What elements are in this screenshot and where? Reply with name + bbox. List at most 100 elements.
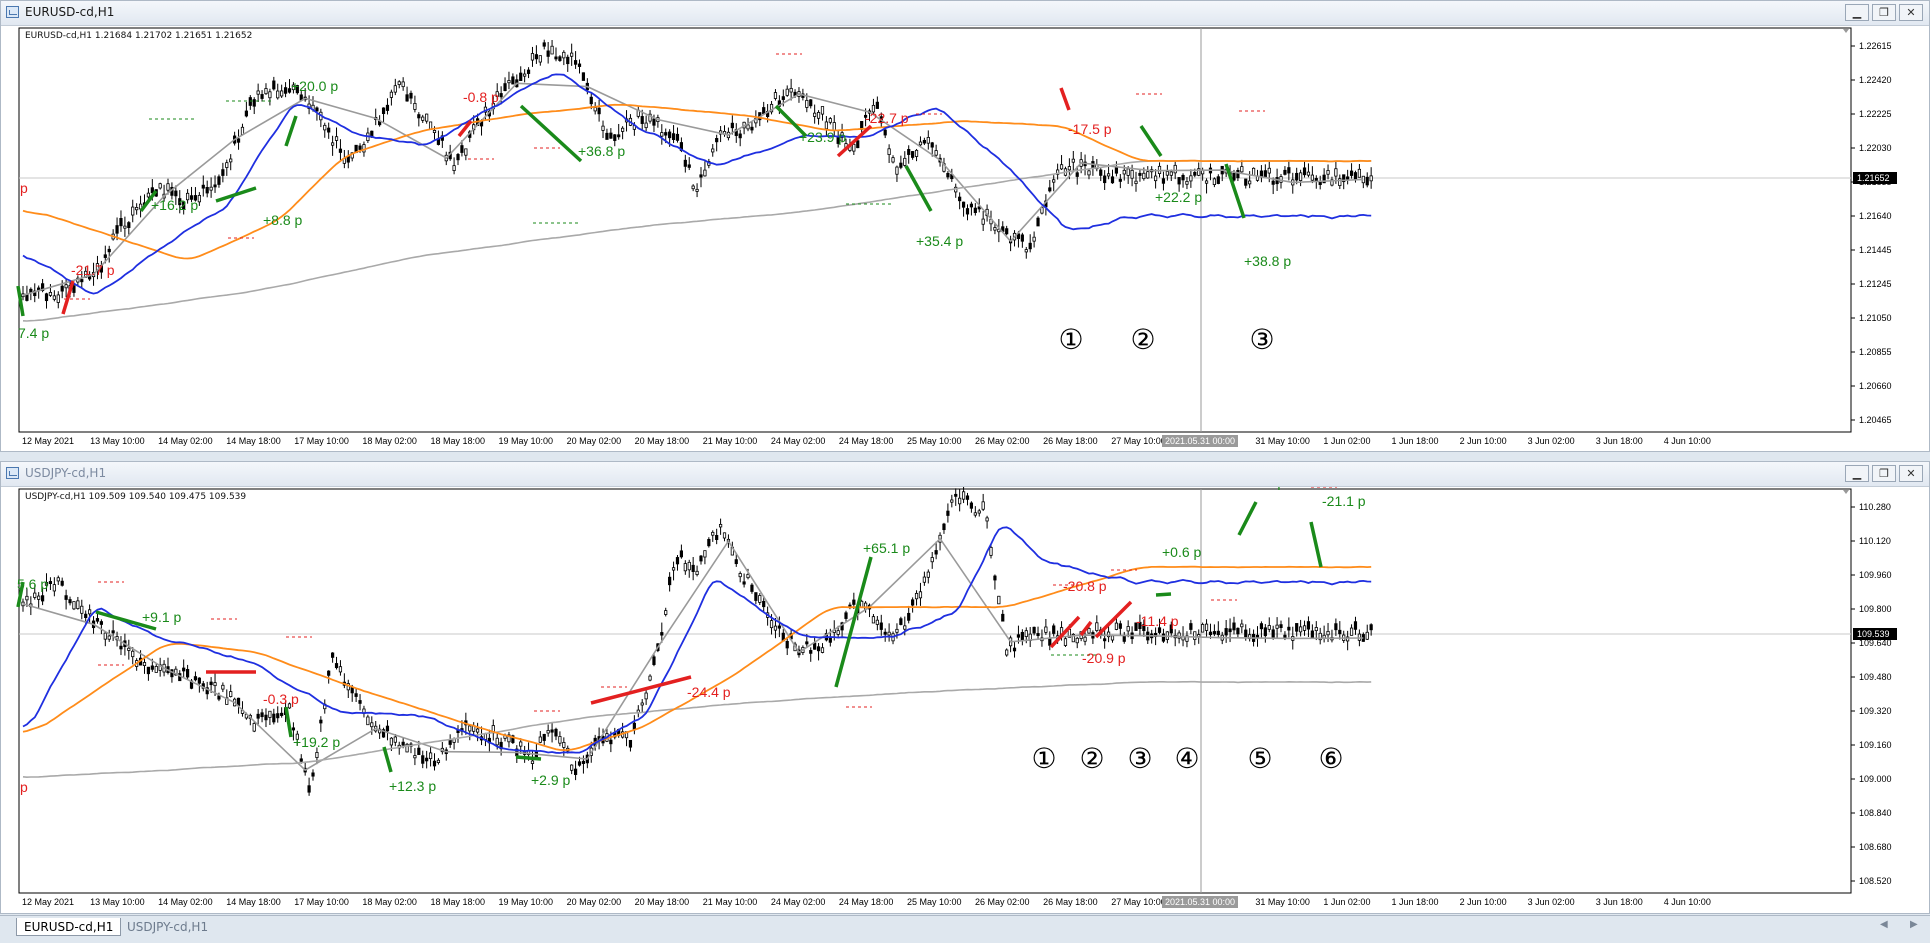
- trade-segment[interactable]: [774, 104, 808, 138]
- time-axis-label: 20 May 18:00: [635, 897, 690, 907]
- trade-segment[interactable]: [1237, 501, 1258, 536]
- candle-body: [1353, 172, 1358, 180]
- minimize-button[interactable]: ▁: [1845, 4, 1869, 21]
- candle-body: [1110, 635, 1115, 641]
- time-axis-label: 4 Jun 10:00: [1664, 436, 1711, 446]
- minimize-button[interactable]: ▁: [1845, 465, 1869, 482]
- restore-button[interactable]: ❐: [1872, 465, 1896, 482]
- chart-shift-marker-icon[interactable]: [1843, 29, 1849, 33]
- candle-body: [958, 497, 962, 505]
- time-axis-label: 19 May 10:00: [499, 897, 554, 907]
- candle-body: [1154, 175, 1158, 182]
- candle-body: [381, 107, 386, 115]
- chart-window-eurusd[interactable]: EURUSD-cd,H1 ▁ ❐ ✕ 7.4 p -21.7 p +16.2 p +8…: [0, 0, 1930, 452]
- candle-body: [546, 730, 550, 734]
- trade-segment[interactable]: [834, 556, 873, 688]
- trade-segment[interactable]: [1049, 615, 1081, 649]
- trade-pips-label: +38.8 p: [1244, 253, 1291, 269]
- price-axis-label: 109.800: [1859, 604, 1892, 614]
- trade-segment[interactable]: [16, 581, 25, 608]
- candle-body: [593, 107, 597, 112]
- tab-usdjpy[interactable]: USDJPY-cd,H1: [127, 920, 209, 934]
- trade-pips-label: +19.2 p: [293, 734, 340, 750]
- candle-body: [946, 510, 950, 516]
- candle-body: [887, 631, 891, 636]
- candle-body: [385, 104, 390, 111]
- candle-body: [1157, 627, 1162, 633]
- scroll-right-icon[interactable]: ▶: [1910, 919, 1918, 930]
- trade-segment[interactable]: [95, 610, 157, 631]
- chart-canvas[interactable]: 7.4 p -21.7 p +16.2 p +8.8 p +20.0 p -0.8 p +3…: [1, 26, 1929, 452]
- candle-body: [863, 114, 868, 118]
- candle-body: [805, 99, 809, 108]
- circled-number-label: ⑥: [1318, 742, 1343, 775]
- trade-segment[interactable]: [139, 189, 158, 213]
- candle-body: [107, 248, 111, 253]
- trade-segment[interactable]: [515, 755, 542, 761]
- chart-shift-marker-icon[interactable]: [1843, 490, 1849, 494]
- window-titlebar[interactable]: EURUSD-cd,H1 ▁ ❐ ✕: [1, 1, 1929, 26]
- trade-segment[interactable]: [836, 124, 873, 158]
- price-axis-label: 1.21050: [1859, 313, 1892, 323]
- candle-body: [1138, 172, 1142, 176]
- candle-body: [44, 293, 49, 302]
- price-chart[interactable]: 7.4 p -21.7 p +16.2 p +8.8 p +20.0 p -0.8 p +3…: [1, 26, 1929, 452]
- price-chart[interactable]: 5.6 p +9.1 p -0.3 p +19.2 p +12.3 p +2.9 p -24…: [1, 487, 1929, 913]
- trade-segment[interactable]: [1224, 163, 1246, 219]
- scroll-left-icon[interactable]: ◀: [1880, 919, 1888, 930]
- candle-body: [425, 113, 429, 122]
- trade-segment[interactable]: [382, 746, 393, 773]
- close-button[interactable]: ✕: [1899, 465, 1923, 482]
- candle-body: [428, 752, 433, 759]
- trade-segment[interactable]: [1079, 620, 1093, 637]
- candle-body: [926, 571, 930, 578]
- price-axis-label: 109.480: [1859, 672, 1892, 682]
- trade-pips-label: +0.6 p: [1162, 544, 1202, 560]
- candle-body: [1236, 169, 1240, 179]
- candle-body: [1302, 167, 1307, 176]
- candle-body: [675, 133, 680, 141]
- trade-segment[interactable]: [284, 706, 293, 738]
- candle-body: [334, 663, 339, 669]
- trade-pips-label: +22.2 p: [1155, 189, 1202, 205]
- candle-body: [72, 285, 76, 293]
- time-axis-label: 21 May 10:00: [703, 897, 758, 907]
- trade-segment[interactable]: [16, 285, 25, 317]
- candle-body: [182, 667, 186, 672]
- candle-body: [33, 592, 37, 598]
- trade-segment[interactable]: [590, 675, 692, 705]
- trade-segment[interactable]: [284, 115, 298, 147]
- candle-body: [366, 716, 370, 726]
- trade-segment[interactable]: [1139, 125, 1163, 157]
- chart-window-usdjpy[interactable]: USDJPY-cd,H1 ▁ ❐ ✕ 5.6 p +9.1 p -0.3 p +19.…: [0, 461, 1930, 914]
- trade-segment[interactable]: [519, 104, 583, 163]
- candle-body: [558, 736, 562, 744]
- trade-segment[interactable]: [1094, 600, 1133, 639]
- candle-body: [809, 99, 813, 107]
- candle-body: [621, 127, 625, 132]
- price-axis-label: 1.22030: [1859, 143, 1892, 153]
- chart-canvas[interactable]: 5.6 p +9.1 p -0.3 p +19.2 p +12.3 p +2.9 p -24…: [1, 487, 1929, 913]
- window-titlebar[interactable]: USDJPY-cd,H1 ▁ ❐ ✕: [1, 462, 1929, 487]
- candle-body: [1032, 236, 1036, 242]
- trade-segment[interactable]: [1059, 87, 1071, 111]
- trade-segment[interactable]: [1155, 592, 1172, 597]
- trade-segment[interactable]: [1309, 521, 1323, 568]
- tab-eurusd[interactable]: EURUSD-cd,H1: [16, 918, 122, 936]
- restore-button[interactable]: ❐: [1872, 4, 1896, 21]
- close-button[interactable]: ✕: [1899, 4, 1923, 21]
- candle-body: [711, 531, 715, 536]
- time-axis-label: 31 May 10:00: [1255, 897, 1310, 907]
- candle-body: [1087, 170, 1091, 176]
- candle-body: [425, 757, 429, 762]
- circled-number-label: ①: [1058, 323, 1083, 356]
- trade-segment[interactable]: [61, 280, 75, 315]
- trade-segment[interactable]: [457, 119, 473, 138]
- trade-pips-label: 7.4 p: [18, 325, 49, 341]
- candle-body: [209, 186, 213, 191]
- trade-segment[interactable]: [904, 165, 933, 212]
- candle-body: [119, 645, 123, 650]
- candle-body: [1326, 170, 1330, 175]
- candle-body: [240, 126, 245, 135]
- trade-segment[interactable]: [215, 186, 257, 203]
